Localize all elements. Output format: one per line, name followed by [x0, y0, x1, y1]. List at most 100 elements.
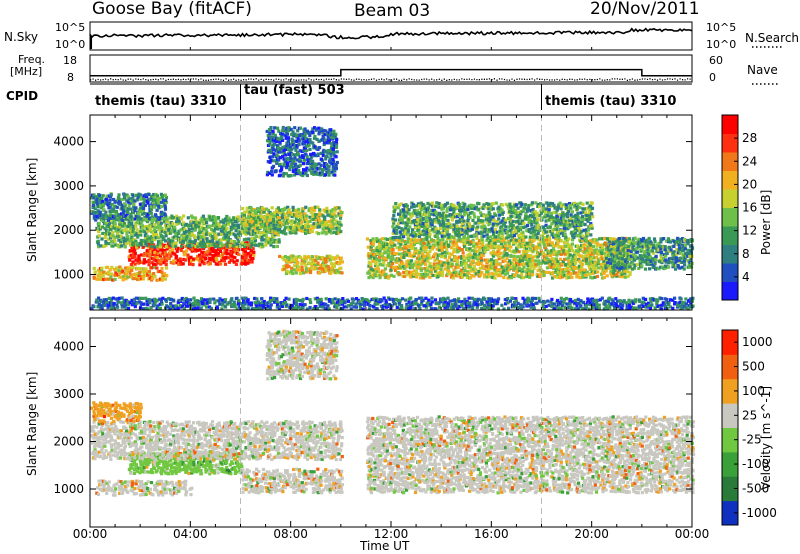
power-cell — [372, 270, 377, 274]
power-cell — [268, 160, 272, 164]
power-cell — [395, 238, 399, 242]
power-cell — [435, 247, 439, 251]
power-cell — [409, 233, 413, 237]
power-cell — [545, 207, 549, 211]
power-cell — [202, 262, 206, 266]
power-cell — [381, 241, 385, 245]
power-cell — [285, 269, 289, 273]
power-cell — [562, 225, 566, 229]
power-cell — [474, 268, 478, 272]
power-cell — [142, 274, 146, 278]
power-cell — [476, 262, 480, 266]
power-cell — [325, 231, 329, 235]
power-cell — [436, 263, 440, 268]
power-cell — [243, 242, 248, 247]
power-cell — [274, 220, 278, 224]
power-cell — [301, 162, 306, 166]
power-cell — [212, 221, 216, 226]
power-cell — [194, 225, 198, 229]
power-cell — [528, 240, 532, 244]
power-cell — [415, 209, 419, 213]
power-cell — [317, 139, 321, 143]
power-cell — [275, 240, 279, 244]
power-cell — [378, 274, 382, 278]
power-cell — [367, 252, 371, 256]
power-cell — [590, 267, 594, 271]
power-cell — [387, 256, 391, 260]
power-cell — [178, 240, 183, 244]
power-cell — [325, 154, 329, 159]
power-cell — [491, 215, 495, 219]
power-cell — [325, 162, 329, 166]
power-cell — [417, 254, 421, 258]
power-cell — [389, 236, 393, 241]
power-cell — [378, 238, 383, 242]
power-cell — [481, 222, 485, 226]
power-cell — [190, 227, 195, 231]
power-cell — [309, 257, 313, 261]
power-cell — [107, 272, 111, 276]
power-cell — [459, 238, 463, 242]
power-cell — [498, 221, 503, 225]
power-cell — [431, 227, 435, 231]
power-cell — [141, 277, 145, 281]
power-cell — [396, 205, 400, 210]
power-cell — [488, 259, 492, 263]
power-cell — [479, 256, 483, 260]
power-cell — [546, 234, 550, 238]
power-cell — [259, 208, 263, 212]
power-cell — [125, 238, 129, 242]
power-cell — [428, 262, 432, 266]
power-cell — [113, 273, 117, 277]
power-cell — [395, 228, 399, 232]
power-cell — [408, 244, 412, 248]
power-cell — [434, 204, 438, 209]
power-cell — [522, 265, 526, 269]
power-cell — [605, 244, 609, 248]
power-cell — [581, 234, 585, 238]
power-cell — [321, 221, 325, 225]
power-cell — [493, 268, 497, 272]
power-cell — [457, 203, 461, 207]
power-cell — [560, 216, 564, 220]
power-cell — [584, 257, 589, 261]
power-cell — [547, 270, 551, 275]
power-cell — [531, 207, 535, 212]
power-cell — [480, 243, 485, 247]
power-cell — [287, 129, 291, 133]
power-cell — [558, 213, 562, 217]
power-cell — [158, 205, 162, 209]
power-cell — [271, 164, 276, 168]
power-cell — [108, 198, 112, 202]
power-cell — [292, 165, 296, 170]
power-cell — [144, 236, 148, 240]
power-cell — [386, 276, 391, 280]
power-cell — [239, 262, 243, 266]
power-cell — [411, 228, 415, 232]
power-cell — [294, 231, 298, 235]
power-cell — [101, 216, 105, 221]
power-cell — [428, 232, 432, 236]
power-cell — [377, 259, 382, 263]
power-cell — [518, 227, 522, 231]
power-cell — [327, 168, 331, 172]
power-cell — [467, 258, 471, 263]
power-cell — [585, 262, 589, 266]
power-cell — [129, 253, 133, 257]
power-cell — [228, 230, 232, 234]
power-cell — [270, 173, 274, 177]
power-cell — [329, 130, 333, 134]
power-cell — [516, 244, 520, 248]
power-cell — [116, 229, 120, 233]
power-cell — [308, 270, 313, 275]
power-cell — [287, 219, 291, 223]
power-cell — [172, 259, 176, 263]
power-cell — [602, 256, 606, 260]
power-cell — [267, 218, 271, 222]
power-cell — [286, 211, 290, 215]
power-cell — [119, 234, 123, 238]
power-cell — [438, 238, 442, 242]
power-cell — [538, 273, 542, 277]
power-cell — [368, 256, 372, 260]
power-cell — [469, 267, 473, 271]
